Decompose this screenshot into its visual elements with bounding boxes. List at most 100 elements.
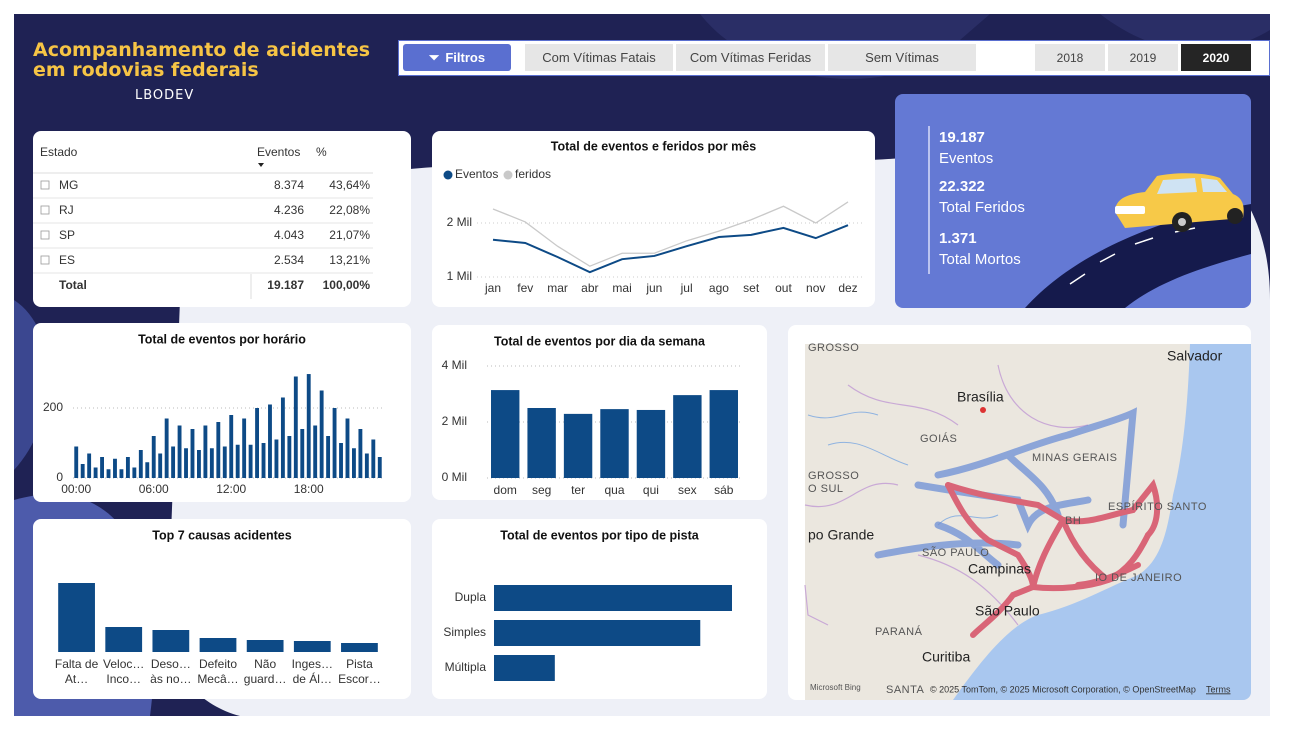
legend-label: Eventos [455,167,498,181]
chart-title: Total de eventos por tipo de pista [500,528,699,542]
state-name: SP [59,228,75,242]
state-percent: 43,64% [329,178,370,192]
y-tick-label: Simples [443,625,486,639]
state-events: 2.534 [274,253,304,267]
bar [345,418,350,478]
x-tick-label: mar [547,281,568,295]
bar [171,446,176,478]
map-label: ESPÍRITO SANTO [1108,500,1207,513]
road-marks [1069,227,1196,285]
bar [248,444,253,478]
map-label: GROSSO [808,470,859,482]
x-tick-label: qui [643,483,659,497]
capital-marker [980,407,986,413]
bar [152,630,190,652]
year-option[interactable]: 2020 [1181,44,1251,71]
bar [255,408,259,478]
y-tick-label: 0 Mil [442,470,467,484]
map-label: GOIÁS [920,432,957,445]
bar [125,457,130,478]
x-tick-label: sáb [714,483,734,497]
filter-option[interactable]: Com Vítimas Fatais [525,44,673,71]
x-tick-label: Veloc… Inco… [103,657,145,686]
dashboard-subtitle: LBODEV [135,88,195,103]
x-tick-label: 12:00 [216,482,246,496]
total-label: Total [59,278,87,292]
bar [158,453,163,478]
x-tick-label: dom [494,483,517,497]
bar [494,620,701,646]
total-events: 19.187 [267,278,304,292]
bar [151,436,156,478]
x-tick-label-box: Inges… de Ál… [292,657,333,686]
year-option[interactable]: 2019 [1108,44,1178,71]
bar [300,429,305,478]
bar [184,448,188,478]
bar [132,467,137,478]
bar [164,418,169,478]
column-header: Eventos [257,145,300,159]
x-tick-label: abr [581,281,598,295]
state-percent: 13,21% [329,253,370,267]
x-tick-label: ago [709,281,729,295]
map-label: SÃO PAULO [922,546,989,559]
map-label: O SUL [808,483,844,495]
year-option[interactable]: 2018 [1035,44,1105,71]
kpi-label: Total Mortos [939,251,1021,268]
map-label: Curitiba [922,649,970,665]
chart-title: Total de eventos por dia da semana [494,334,706,348]
state-table: Estado Eventos % MG 8.374 43,64% RJ 4.236 22,… [33,131,411,307]
sort-arrow [258,163,264,167]
state-percent: 21,07% [329,228,370,242]
x-tick-label: set [743,281,760,295]
bar [93,467,98,478]
chart: Top 7 causas acidentes Falta de At…Veloc…… [54,528,381,686]
bar [242,418,247,478]
map-logo: Microsoft Bing [810,683,861,692]
chart: Total de eventos e feridos por mês 1 Mil 2… [443,139,864,295]
filter-option[interactable]: Sem Vítimas [828,44,976,71]
x-tick-label: mai [612,281,631,295]
x-tick-label-box: Defeito Mecâ… [197,657,238,686]
x-tick-label: Falta de At… [54,657,99,686]
map: GROSSO Salvador Brasília GOIÁS MINAS GERAIS G… [804,342,1251,700]
bar [293,376,298,478]
bar [636,409,666,478]
bar [235,444,240,478]
y-tick-label: 1 Mil [447,269,472,283]
x-tick-label: out [775,281,792,295]
y-tick-label: Dupla [455,590,487,604]
column-header: % [316,145,327,159]
bar [709,390,738,478]
kpi-label: Eventos [939,150,993,167]
kpi-svg: 19.187 Eventos 22.322 Total Feridos 1.371 Tot… [928,126,1251,308]
map-label: IO DE JANEIRO [1095,572,1182,584]
map-label: SANTA [886,684,925,696]
map-card: GROSSO Salvador Brasília GOIÁS MINAS GERAIS G… [788,325,1251,700]
bar [100,457,104,478]
bar [113,458,117,478]
state-name: RJ [59,203,74,217]
legend-label: feridos [515,167,551,181]
filter-button[interactable]: ⏷ Filtros [403,44,511,71]
x-tick-label: 18:00 [294,482,324,496]
bar [332,408,337,478]
bar [261,443,266,478]
kpi-label: Total Feridos [939,199,1025,216]
chart: Total de eventos por dia da semana 0 Mil 2… [442,334,742,497]
x-tick-label: qua [604,483,624,497]
bar [352,448,356,478]
borders [804,364,1089,626]
filter-option[interactable]: Com Vítimas Feridas [676,44,825,71]
y-tick-label: 0 [56,470,63,484]
road [1025,204,1251,308]
map-attribution: © 2025 TomTom, © 2025 Microsoft Corporat… [930,684,1196,694]
x-tick-label: 06:00 [139,482,169,496]
bar [600,409,629,478]
map-label: PARANÁ [875,625,923,638]
filter-button-label: Filtros [445,50,486,65]
map-terms[interactable]: Terms [1206,684,1231,694]
map-label: São Paulo [975,603,1040,619]
bar [313,425,318,478]
